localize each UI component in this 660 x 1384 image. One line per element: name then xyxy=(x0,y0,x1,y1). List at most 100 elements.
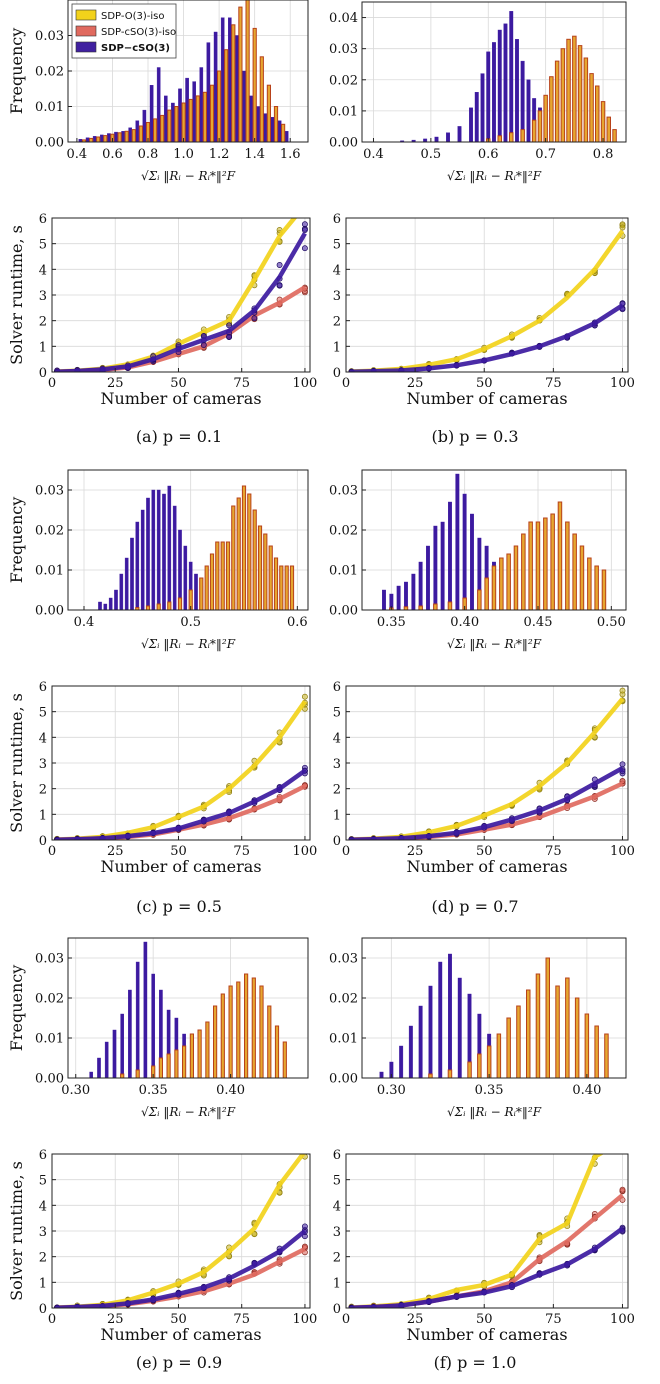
bar xyxy=(213,1005,218,1079)
bar xyxy=(455,473,460,611)
bar xyxy=(584,1013,590,1079)
bar xyxy=(470,513,474,611)
bar xyxy=(205,1021,210,1079)
bar xyxy=(158,1057,164,1079)
xtick-label: 0.4 xyxy=(67,147,88,162)
ytick-label: 0 xyxy=(39,1302,47,1317)
bar xyxy=(566,38,571,143)
bar xyxy=(181,102,186,143)
bar xyxy=(583,57,589,143)
ytick-label: 0.03 xyxy=(35,29,64,44)
bar xyxy=(252,27,257,143)
xtick-label: 75 xyxy=(545,1312,562,1327)
bar xyxy=(231,505,236,611)
bar xyxy=(103,603,108,611)
xtick-label: 1.4 xyxy=(244,147,265,162)
data-point xyxy=(302,1140,307,1145)
xtick-label: 0.6 xyxy=(478,147,499,162)
ytick-label: 4 xyxy=(333,263,341,278)
bar xyxy=(426,545,430,611)
ytick-label: 0.03 xyxy=(329,42,358,57)
xtick-label: 1.0 xyxy=(173,147,194,162)
bar xyxy=(146,497,150,611)
bar xyxy=(503,23,508,143)
runtime-a-runtime: 0 1 2 3 4 5 6 0 25 50 75 100 Number of cameras Solver… xyxy=(7,210,317,408)
bar xyxy=(506,553,511,611)
xtick-label: 0.6 xyxy=(102,147,123,162)
bar xyxy=(89,1071,93,1079)
ytick-label: 0.03 xyxy=(329,952,358,967)
ytick-label: 6 xyxy=(39,212,47,227)
bar xyxy=(156,67,161,143)
xtick-label: 0.5 xyxy=(421,147,442,162)
bar xyxy=(167,485,172,611)
legend-swatch xyxy=(75,9,97,21)
ytick-label: 0.01 xyxy=(35,564,64,579)
xtick-label: 50 xyxy=(476,376,493,391)
bar xyxy=(497,29,502,143)
bar xyxy=(151,489,156,611)
bar xyxy=(604,1033,609,1079)
ytick-label: 0.01 xyxy=(329,104,358,119)
bar xyxy=(124,130,129,143)
bar xyxy=(263,533,268,611)
bar xyxy=(273,557,279,611)
bar xyxy=(537,110,543,143)
bar xyxy=(140,509,145,611)
data-point xyxy=(302,210,307,215)
bar xyxy=(128,989,132,1079)
bar xyxy=(213,31,218,143)
bar xyxy=(428,1073,433,1079)
data-point xyxy=(620,1144,625,1149)
ytick-label: 5 xyxy=(333,706,341,721)
bar xyxy=(153,118,158,143)
ytick-label: 5 xyxy=(333,1174,341,1189)
xtick-label: 0.45 xyxy=(524,615,553,630)
data-point xyxy=(276,282,283,289)
ytick-label: 0.02 xyxy=(35,992,64,1007)
data-point xyxy=(301,1223,308,1230)
bar xyxy=(259,56,264,143)
ytick-label: 2 xyxy=(39,1251,47,1266)
bar xyxy=(89,137,94,143)
series-line xyxy=(57,285,307,372)
axes-frame xyxy=(67,469,309,611)
ytick-label: 0.00 xyxy=(35,604,64,619)
ytick-label: 0 xyxy=(333,834,341,849)
ytick-label: 0 xyxy=(39,366,47,381)
bar xyxy=(554,60,560,143)
bar xyxy=(526,79,531,143)
bar xyxy=(438,961,443,1079)
bar xyxy=(268,545,273,611)
bar xyxy=(531,119,537,143)
bar xyxy=(227,17,232,143)
ytick-label: 5 xyxy=(39,706,47,721)
bar xyxy=(183,545,188,611)
bar xyxy=(492,42,496,143)
xtick-label: 0.30 xyxy=(61,1083,90,1098)
bar xyxy=(228,985,233,1079)
bar xyxy=(85,137,90,143)
runtime-b-runtime: 0 1 2 3 4 5 6 0 25 50 75 100 Number of cameras xyxy=(333,212,635,408)
bar xyxy=(171,102,175,143)
bar xyxy=(98,601,102,611)
ytick-label: 0.00 xyxy=(35,1072,64,1087)
bar xyxy=(601,569,607,611)
bar xyxy=(199,67,204,143)
bar xyxy=(236,497,241,611)
bar xyxy=(114,589,118,611)
xtick-label: 0 xyxy=(342,376,350,391)
legend: SDP-O(3)-iso SDP-cSO(3)-iso SDP−cSO(3) xyxy=(71,3,177,59)
hist-xlabel: √Σᵢ ‖Rᵢ − Rᵢ*‖²F xyxy=(447,169,542,183)
xtick-label: 100 xyxy=(610,1312,635,1327)
bar xyxy=(411,573,416,611)
runtime-xlabel: Number of cameras xyxy=(100,1325,261,1344)
bar xyxy=(404,581,408,611)
bar xyxy=(178,88,182,143)
bar xyxy=(209,553,215,611)
bar xyxy=(156,603,161,611)
xtick-label: 0.6 xyxy=(287,615,308,630)
bar xyxy=(235,35,239,143)
bar xyxy=(138,125,144,143)
